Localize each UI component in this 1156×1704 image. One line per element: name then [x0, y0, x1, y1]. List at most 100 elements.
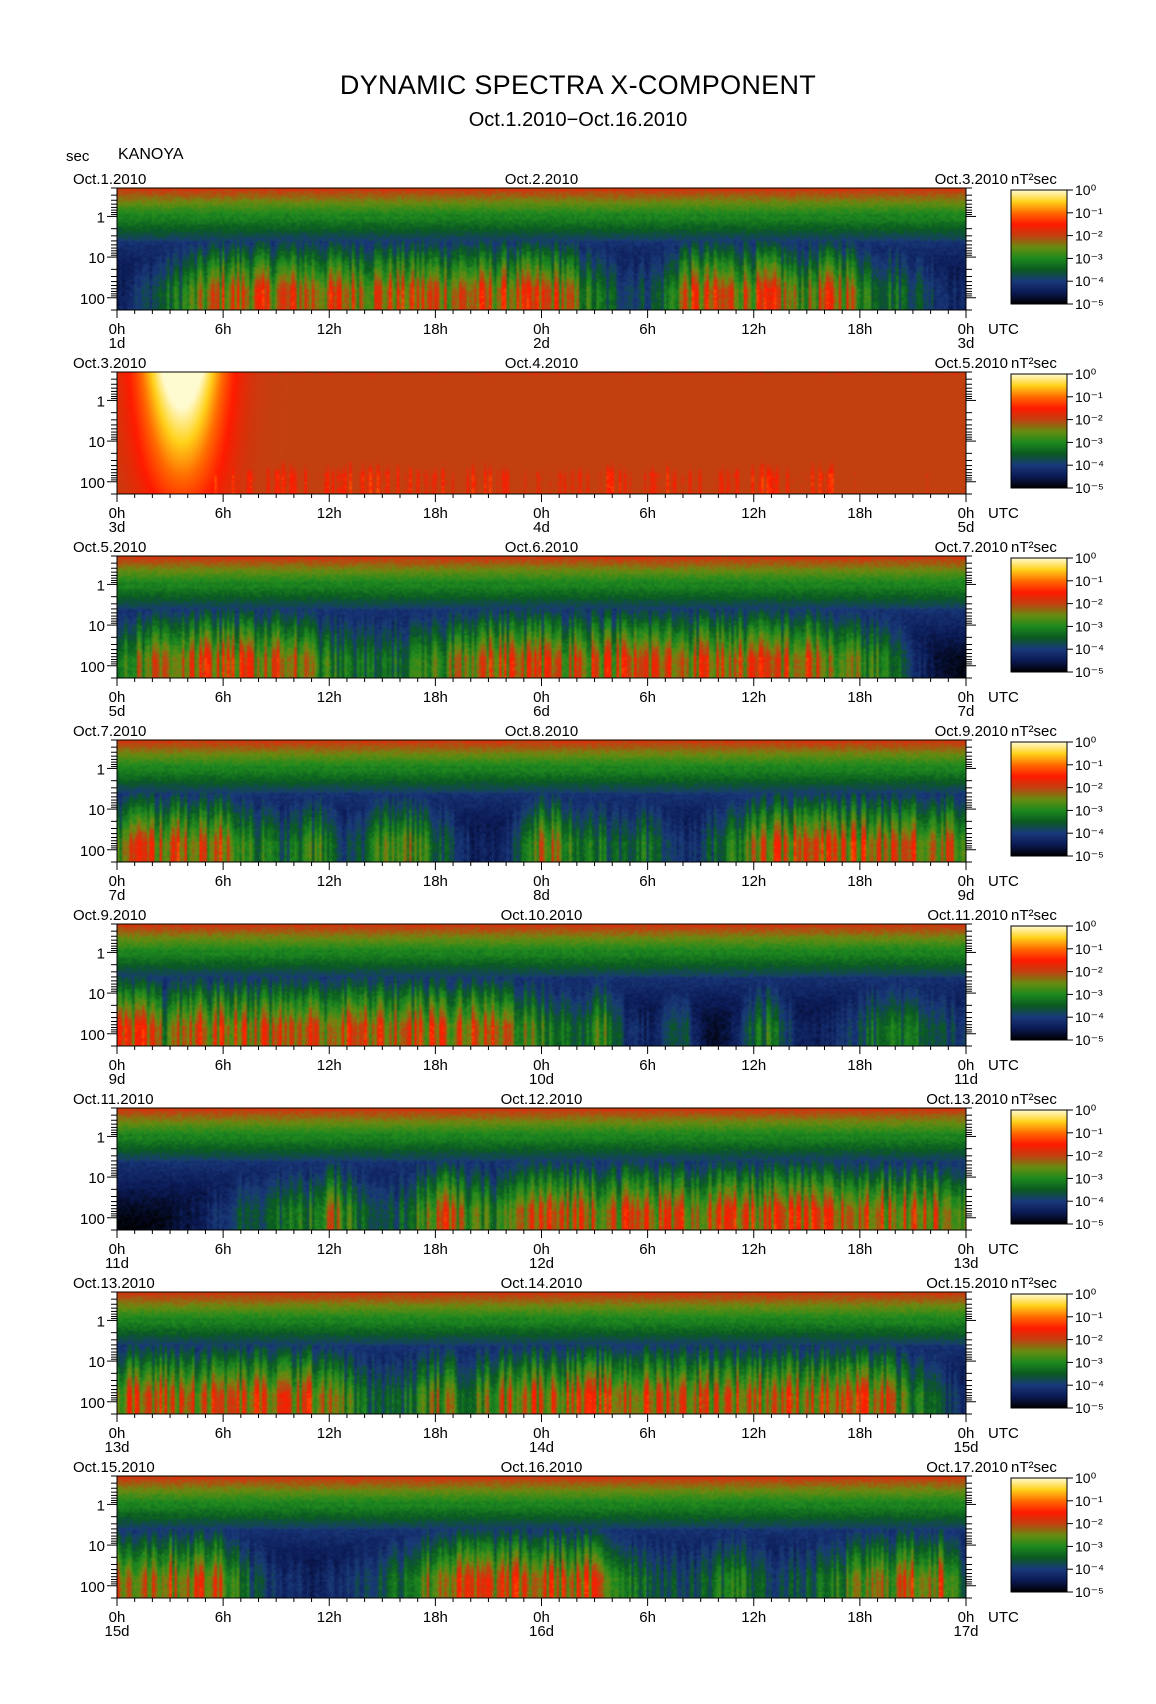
x-tick-label: 12h — [741, 873, 766, 890]
colorbar-label: 10⁻⁴ — [1075, 273, 1104, 289]
x-tick-label: 6h — [639, 1609, 656, 1626]
x-tick-label: 0h — [958, 689, 975, 706]
station-label: KANOYA — [118, 146, 184, 163]
y-tick-label: 1 — [97, 209, 105, 226]
day-label: 9d — [958, 887, 975, 904]
y-tick-label: 100 — [80, 1579, 105, 1596]
x-unit-label: UTC — [988, 1241, 1019, 1258]
colorbar-label: 10⁻⁴ — [1075, 457, 1104, 473]
panel-left-date: Oct.7.2010 — [73, 723, 146, 740]
day-label: 5d — [109, 703, 126, 720]
panel-mid-date: Oct.14.2010 — [501, 1275, 583, 1292]
x-tick-label: 18h — [847, 689, 872, 706]
y-tick-label: 100 — [80, 1395, 105, 1412]
y-tick-label: 100 — [80, 1027, 105, 1044]
colorbar-label: 10⁻² — [1075, 412, 1103, 428]
y-tick-label: 100 — [80, 475, 105, 492]
colorbar-label: 10⁻² — [1075, 1516, 1103, 1532]
x-tick-label: 12h — [741, 1241, 766, 1258]
y-unit-label: sec — [66, 148, 90, 165]
panel-left-date: Oct.5.2010 — [73, 539, 146, 556]
x-tick-label: 0h — [533, 1057, 550, 1074]
colorbar-label: 10⁻⁵ — [1075, 1032, 1104, 1048]
colorbar-label: 10⁰ — [1075, 550, 1097, 566]
x-tick-label: 6h — [639, 689, 656, 706]
spectrogram-image — [117, 556, 966, 678]
colorbar-label: 10⁻¹ — [1075, 1309, 1103, 1325]
x-tick-label: 18h — [423, 1241, 448, 1258]
x-tick-label: 0h — [958, 1609, 975, 1626]
x-unit-label: UTC — [988, 505, 1019, 522]
panel-right-date: Oct.7.2010 — [935, 539, 1008, 556]
x-tick-label: 12h — [317, 1425, 342, 1442]
y-tick-label: 10 — [88, 1538, 105, 1555]
panel-mid-date: Oct.12.2010 — [501, 1091, 583, 1108]
panel-right-date: Oct.3.2010 — [935, 171, 1008, 188]
panel-mid-date: Oct.4.2010 — [505, 355, 578, 372]
x-tick-label: 0h — [533, 1241, 550, 1258]
x-tick-label: 0h — [958, 505, 975, 522]
x-tick-label: 18h — [847, 505, 872, 522]
colorbar-label: 10⁻³ — [1075, 1170, 1103, 1186]
panel-mid-date: Oct.8.2010 — [505, 723, 578, 740]
colorbar-label: 10⁻³ — [1075, 802, 1103, 818]
day-label: 13d — [104, 1439, 129, 1456]
x-tick-label: 18h — [423, 1425, 448, 1442]
x-unit-label: UTC — [988, 1609, 1019, 1626]
x-tick-label: 12h — [317, 689, 342, 706]
panel-right-date: Oct.9.2010 — [935, 723, 1008, 740]
colorbar-label: 10⁻³ — [1075, 434, 1103, 450]
y-tick-label: 1 — [97, 577, 105, 594]
day-label: 1d — [109, 335, 126, 352]
panel-6: Oct.11.2010 Oct.12.2010 Oct.13.2010 nT²sec 1… — [73, 1091, 1104, 1272]
day-label: 8d — [533, 887, 550, 904]
x-tick-label: 0h — [109, 689, 126, 706]
colorbar-label: 10⁻¹ — [1075, 757, 1103, 773]
x-tick-label: 6h — [639, 1425, 656, 1442]
colorbar-unit-label: nT²sec — [1011, 907, 1057, 924]
panel-mid-date: Oct.6.2010 — [505, 539, 578, 556]
day-label: 4d — [533, 519, 550, 536]
x-tick-label: 0h — [958, 1425, 975, 1442]
x-tick-label: 12h — [317, 873, 342, 890]
x-tick-label: 18h — [423, 689, 448, 706]
x-tick-label: 0h — [109, 1425, 126, 1442]
colorbar-label: 10⁻⁵ — [1075, 1584, 1104, 1600]
day-label: 15d — [104, 1623, 129, 1640]
y-tick-label: 10 — [88, 1354, 105, 1371]
colorbar — [1011, 558, 1067, 672]
x-tick-label: 0h — [109, 873, 126, 890]
day-label: 9d — [109, 1071, 126, 1088]
x-tick-label: 12h — [317, 1609, 342, 1626]
x-tick-label: 12h — [317, 1057, 342, 1074]
x-tick-label: 0h — [958, 321, 975, 338]
colorbar-label: 10⁻⁵ — [1075, 1216, 1104, 1232]
x-tick-label: 0h — [109, 1609, 126, 1626]
day-label: 12d — [529, 1255, 554, 1272]
colorbar-label: 10⁻³ — [1075, 618, 1103, 634]
colorbar-label: 10⁻⁴ — [1075, 1377, 1104, 1393]
day-label: 11d — [954, 1071, 978, 1088]
y-tick-label: 10 — [88, 250, 105, 267]
panel-mid-date: Oct.10.2010 — [501, 907, 583, 924]
colorbar-label: 10⁻³ — [1075, 986, 1103, 1002]
x-tick-label: 6h — [639, 505, 656, 522]
y-tick-label: 1 — [97, 1497, 105, 1514]
panel-left-date: Oct.9.2010 — [73, 907, 146, 924]
colorbar-frame — [1010, 741, 1068, 857]
colorbar-label: 10⁻² — [1075, 228, 1103, 244]
x-tick-label: 18h — [423, 321, 448, 338]
colorbar — [1011, 1294, 1067, 1408]
day-label: 3d — [109, 519, 126, 536]
chart-subtitle: Oct.1.2010−Oct.16.2010 — [468, 109, 688, 131]
colorbar-frame — [1010, 373, 1068, 489]
panels-group: Oct.1.2010 Oct.2.2010 Oct.3.2010 nT²sec1101… — [73, 171, 1104, 1640]
x-tick-label: 0h — [533, 1609, 550, 1626]
colorbar-label: 10⁻⁴ — [1075, 1561, 1104, 1577]
colorbar — [1011, 190, 1067, 304]
x-tick-label: 6h — [215, 1609, 232, 1626]
x-tick-label: 0h — [533, 505, 550, 522]
colorbar-frame — [1010, 925, 1068, 1041]
y-tick-label: 10 — [88, 1170, 105, 1187]
